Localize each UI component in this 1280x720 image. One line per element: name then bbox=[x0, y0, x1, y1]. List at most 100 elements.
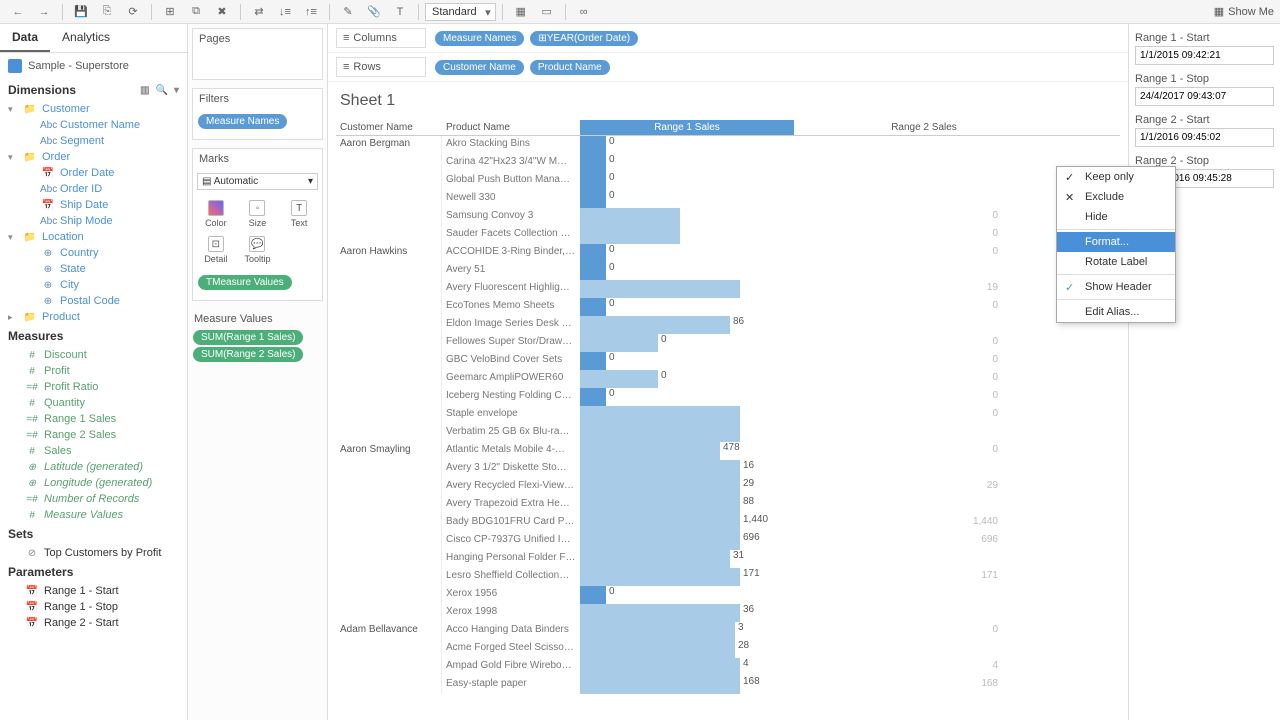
param-r1stop[interactable]: 📅Range 1 - Stop bbox=[4, 599, 183, 615]
table-row[interactable]: EcoTones Memo Sheets00 bbox=[336, 298, 1120, 316]
table-row[interactable]: Adam BellavanceAcco Hanging Data Binders… bbox=[336, 622, 1120, 640]
dim-product[interactable]: ▸📁Product bbox=[4, 309, 183, 325]
meas-r1[interactable]: =#Range 1 Sales bbox=[4, 411, 183, 427]
dim-order-id[interactable]: AbcOrder ID bbox=[4, 181, 183, 197]
forward-icon[interactable]: → bbox=[32, 2, 56, 22]
ctx-keep-only[interactable]: ✓Keep only bbox=[1057, 167, 1175, 187]
dim-customer[interactable]: ▾📁Customer bbox=[4, 101, 183, 117]
param-input[interactable] bbox=[1135, 46, 1274, 65]
meas-discount[interactable]: #Discount bbox=[4, 347, 183, 363]
table-row[interactable]: Xerox 199836 bbox=[336, 604, 1120, 622]
columns-shelf[interactable]: Measure Names ⊞ YEAR(Order Date) bbox=[434, 30, 1120, 47]
table-row[interactable]: Carina 42"Hx23 3/4"W M…0 bbox=[336, 154, 1120, 172]
dim-location[interactable]: ▾📁Location bbox=[4, 229, 183, 245]
marks-pill-measure-values[interactable]: T Measure Values bbox=[198, 275, 292, 290]
sort-desc-icon[interactable]: ↑≡ bbox=[299, 2, 323, 22]
marks-detail[interactable]: ⊡Detail bbox=[195, 232, 237, 268]
viz-body[interactable]: Aaron BergmanAkro Stacking Bins0Carina 4… bbox=[336, 136, 1120, 696]
table-row[interactable]: Global Push Button Mana…0 bbox=[336, 172, 1120, 190]
tab-data[interactable]: Data bbox=[0, 24, 50, 52]
table-row[interactable]: Xerox 19560 bbox=[336, 586, 1120, 604]
col-pill-measure-names[interactable]: Measure Names bbox=[435, 31, 524, 46]
mv-pill-sum2[interactable]: SUM(Range 2 Sales) bbox=[193, 347, 303, 362]
meas-lat[interactable]: ⊕Latitude (generated) bbox=[4, 459, 183, 475]
dim-customer-name[interactable]: AbcCustomer Name bbox=[4, 117, 183, 133]
table-row[interactable]: Avery 3 1/2" Diskette Sto…16 bbox=[336, 460, 1120, 478]
table-row[interactable]: Aaron HawkinsACCOHIDE 3-Ring Binder, …00 bbox=[336, 244, 1120, 262]
ctx-show-header[interactable]: ✓Show Header bbox=[1057, 277, 1175, 297]
marks-size[interactable]: ◦Size bbox=[237, 196, 279, 232]
table-row[interactable]: Staple envelope0 bbox=[336, 406, 1120, 424]
meas-profit-ratio[interactable]: =#Profit Ratio bbox=[4, 379, 183, 395]
param-input[interactable] bbox=[1135, 128, 1274, 147]
ctx-rotate[interactable]: Rotate Label bbox=[1057, 252, 1175, 272]
highlight-icon[interactable]: ✎ bbox=[336, 2, 360, 22]
meas-quantity[interactable]: #Quantity bbox=[4, 395, 183, 411]
col-pill-year[interactable]: ⊞ YEAR(Order Date) bbox=[530, 31, 638, 46]
tab-analytics[interactable]: Analytics bbox=[50, 24, 122, 52]
dim-postal[interactable]: ⊕Postal Code bbox=[4, 293, 183, 309]
header-range2[interactable]: Range 2 Sales bbox=[844, 120, 1004, 135]
meas-recs[interactable]: =#Number of Records bbox=[4, 491, 183, 507]
search-icon[interactable]: 🔍 bbox=[156, 85, 168, 96]
dim-ship-date[interactable]: 📅Ship Date bbox=[4, 197, 183, 213]
param-r1start[interactable]: 📅Range 1 - Start bbox=[4, 583, 183, 599]
table-row[interactable]: Bady BDG101FRU Card Pr…1,4401,440 bbox=[336, 514, 1120, 532]
dim-ship-mode[interactable]: AbcShip Mode bbox=[4, 213, 183, 229]
table-row[interactable]: Iceberg Nesting Folding C…00 bbox=[336, 388, 1120, 406]
table-row[interactable]: Ampad Gold Fibre Wirebo…44 bbox=[336, 658, 1120, 676]
table-row[interactable]: Hanging Personal Folder F…31 bbox=[336, 550, 1120, 568]
table-row[interactable]: Avery 510 bbox=[336, 262, 1120, 280]
table-row[interactable]: Samsung Convoy 30 bbox=[336, 208, 1120, 226]
row-pill-product[interactable]: Product Name bbox=[530, 60, 610, 75]
meas-sales[interactable]: #Sales bbox=[4, 443, 183, 459]
set-top-customers[interactable]: ⊘Top Customers by Profit bbox=[4, 545, 183, 561]
new-worksheet-icon[interactable]: ⊞ bbox=[158, 2, 182, 22]
datasource-item[interactable]: Sample - Superstore bbox=[0, 53, 187, 79]
save-icon[interactable]: 💾 bbox=[69, 2, 93, 22]
view-icon[interactable]: ▥ bbox=[140, 85, 149, 96]
meas-lon[interactable]: ⊕Longitude (generated) bbox=[4, 475, 183, 491]
table-row[interactable]: Acme Forged Steel Scisso…28 bbox=[336, 640, 1120, 658]
table-row[interactable]: Aaron SmaylingAtlantic Metals Mobile 4-…… bbox=[336, 442, 1120, 460]
param-r2start[interactable]: 📅Range 2 - Start bbox=[4, 615, 183, 631]
presentation-icon[interactable]: ▭ bbox=[535, 2, 559, 22]
table-row[interactable]: Cisco CP-7937G Unified IP…696696 bbox=[336, 532, 1120, 550]
param-input[interactable] bbox=[1135, 87, 1274, 106]
dashboard-icon[interactable]: ▦ bbox=[509, 2, 533, 22]
sheet-title[interactable]: Sheet 1 bbox=[328, 82, 1128, 120]
filters-shelf[interactable]: Filters Measure Names bbox=[192, 88, 323, 140]
marks-type-select[interactable]: ▤ Automatic▾ bbox=[197, 173, 318, 190]
new-data-icon[interactable]: ⎘ bbox=[95, 2, 119, 22]
header-product[interactable]: Product Name bbox=[442, 120, 580, 135]
pages-shelf[interactable]: Pages bbox=[192, 28, 323, 80]
table-row[interactable]: Fellowes Super Stor/Draw…00 bbox=[336, 334, 1120, 352]
filter-pill-measure-names[interactable]: Measure Names bbox=[198, 114, 287, 129]
table-row[interactable]: Geemarc AmpliPOWER6000 bbox=[336, 370, 1120, 388]
table-row[interactable]: GBC VeloBind Cover Sets00 bbox=[336, 352, 1120, 370]
meas-profit[interactable]: #Profit bbox=[4, 363, 183, 379]
duplicate-icon[interactable]: ⧉ bbox=[184, 2, 208, 22]
marks-color[interactable]: Color bbox=[195, 196, 237, 232]
table-row[interactable]: Sauder Facets Collection L…0 bbox=[336, 226, 1120, 244]
dim-segment[interactable]: AbcSegment bbox=[4, 133, 183, 149]
marks-tooltip[interactable]: 💬Tooltip bbox=[237, 232, 279, 268]
table-row[interactable]: Avery Recycled Flexi-View…2929 bbox=[336, 478, 1120, 496]
header-range1[interactable]: Range 1 Sales bbox=[580, 120, 794, 135]
meas-mv[interactable]: #Measure Values bbox=[4, 507, 183, 523]
table-row[interactable]: Eldon Image Series Desk …86 bbox=[336, 316, 1120, 334]
marks-text[interactable]: TText bbox=[278, 196, 320, 232]
table-row[interactable]: Avery Trapezoid Extra He…88 bbox=[336, 496, 1120, 514]
row-pill-customer[interactable]: Customer Name bbox=[435, 60, 524, 75]
table-row[interactable]: Lesro Sheffield Collection…171171 bbox=[336, 568, 1120, 586]
swap-icon[interactable]: ⇄ bbox=[247, 2, 271, 22]
show-me-button[interactable]: ▦ Show Me bbox=[1214, 5, 1274, 18]
group-icon[interactable]: 📎 bbox=[362, 2, 386, 22]
ctx-format[interactable]: Format... bbox=[1057, 232, 1175, 252]
ctx-exclude[interactable]: ✕Exclude bbox=[1057, 187, 1175, 207]
dim-order-date[interactable]: 📅Order Date bbox=[4, 165, 183, 181]
rows-shelf[interactable]: Customer Name Product Name bbox=[434, 59, 1120, 76]
menu-icon[interactable]: ▾ bbox=[174, 85, 179, 96]
table-row[interactable]: Verbatim 25 GB 6x Blu-ra… bbox=[336, 424, 1120, 442]
meas-r2[interactable]: =#Range 2 Sales bbox=[4, 427, 183, 443]
